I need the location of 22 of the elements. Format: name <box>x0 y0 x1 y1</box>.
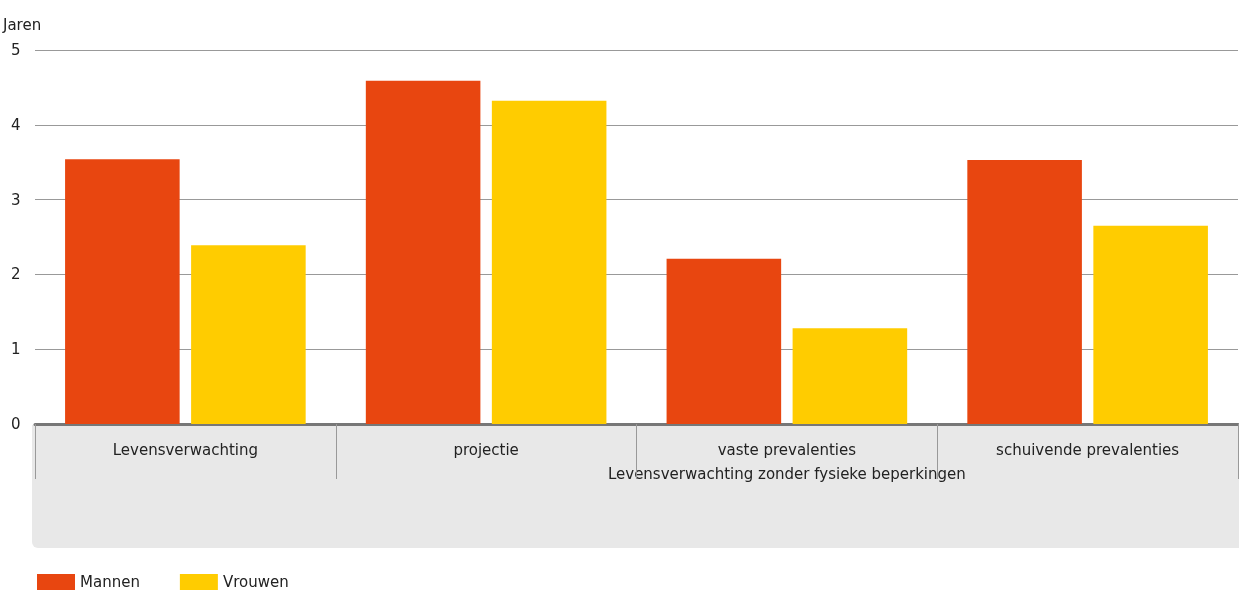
legend-label: Vrouwen <box>222 573 289 591</box>
bar <box>191 245 306 424</box>
y-tick-label: 0 <box>11 415 21 433</box>
x-tick-label: projectie <box>453 440 519 459</box>
bar <box>1093 225 1208 424</box>
x-tick-label: Levensverwachting <box>112 440 259 459</box>
y-tick-label: 5 <box>11 41 21 59</box>
y-tick-label: 1 <box>11 340 21 359</box>
x-tick-label: vaste prevalenties <box>717 440 857 459</box>
bar <box>365 80 481 424</box>
bar <box>65 159 180 424</box>
y-tick-label: 2 <box>11 265 21 284</box>
bar <box>792 328 908 424</box>
y-tick-label: 3 <box>11 190 21 209</box>
y-axis-title: Jaren <box>2 15 42 34</box>
y-tick-label: 4 <box>11 115 21 134</box>
legend-label: Mannen <box>80 573 140 591</box>
bar <box>491 100 607 424</box>
bar <box>666 258 782 424</box>
bar <box>967 159 1082 424</box>
x-tick-label: schuivende prevalenties <box>996 440 1180 459</box>
x-axis-title: Levensverwachting zonder fysieke beperkingen <box>607 464 966 483</box>
